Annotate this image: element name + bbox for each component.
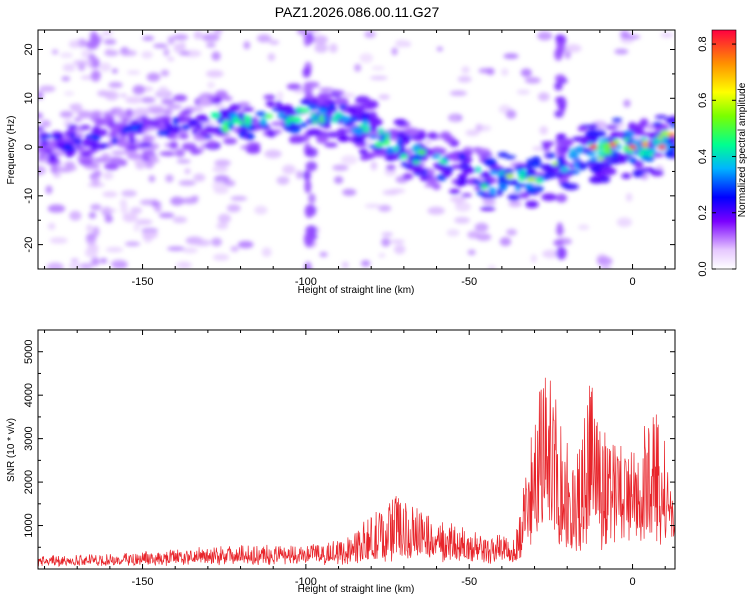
colorbar-tick-label: 0.6 (697, 93, 709, 108)
colorbar-ticks: 0.0 0.2 0.4 0.6 0.8 (697, 36, 736, 277)
snr-background (38, 330, 675, 569)
snr-x-axis: -150 -100 -50 0 (44, 330, 666, 588)
colorbar-frame (711, 29, 737, 270)
y-tick-label: 2000 (23, 470, 35, 494)
y-tick-label: -20 (23, 237, 35, 253)
y-tick-label: 10 (23, 92, 35, 104)
y-tick-label: 0 (23, 144, 35, 150)
y-tick-label: 4000 (23, 383, 35, 407)
snr-x-label: Height of straight line (km) (298, 584, 415, 595)
snr-frame (37, 329, 676, 570)
x-tick-label: 0 (629, 576, 635, 588)
colorbar-label: Normalized spectral amplitude (737, 82, 748, 217)
colorbar-tick-label: 0.4 (697, 149, 709, 164)
spectrogram-y-label: Frequency (Hz) (6, 116, 17, 185)
snr-panel: -150 -100 -50 0 1000 2000 3000 4000 5000 Height… (6, 329, 676, 595)
y-tick-label: 5000 (23, 339, 35, 363)
chart-title: PAZ1.2026.086.00.11.G27 (275, 4, 440, 20)
y-tick-label: -10 (23, 188, 35, 204)
colorbar-tick-label: 0.8 (697, 36, 709, 51)
colorbar-gradient (712, 30, 736, 269)
colorbar-tick-label: 0.2 (697, 205, 709, 220)
y-tick-label: 1000 (23, 513, 35, 537)
spectrogram-x-axis: -150 -100 -50 0 (44, 30, 666, 288)
spectrogram-frame (37, 29, 676, 270)
x-tick-label: -150 (132, 576, 154, 588)
x-tick-label: -150 (132, 276, 154, 288)
spectrogram-y-axis: -20 -10 0 10 20 (23, 43, 675, 270)
snr-y-axis: 1000 2000 3000 4000 5000 (23, 329, 675, 548)
spectrogram-x-label: Height of straight line (km) (298, 285, 415, 296)
colorbar: 0.0 0.2 0.4 0.6 0.8 Normalized spectral ampl… (697, 29, 748, 277)
y-tick-label: 20 (23, 43, 35, 55)
x-tick-label: -50 (461, 276, 477, 288)
x-tick-label: -50 (461, 576, 477, 588)
x-tick-label: -100 (295, 276, 317, 288)
colorbar-tick-label: 0.0 (697, 261, 709, 276)
y-tick-label: 3000 (23, 426, 35, 450)
snr-y-label: SNR (10 * v/v) (6, 418, 17, 482)
spectrogram-heat-layer (38, 30, 675, 269)
x-tick-label: -100 (295, 576, 317, 588)
x-tick-label: 0 (629, 276, 635, 288)
spectrogram-blobs (38, 30, 675, 269)
snr-series-line (38, 377, 675, 568)
